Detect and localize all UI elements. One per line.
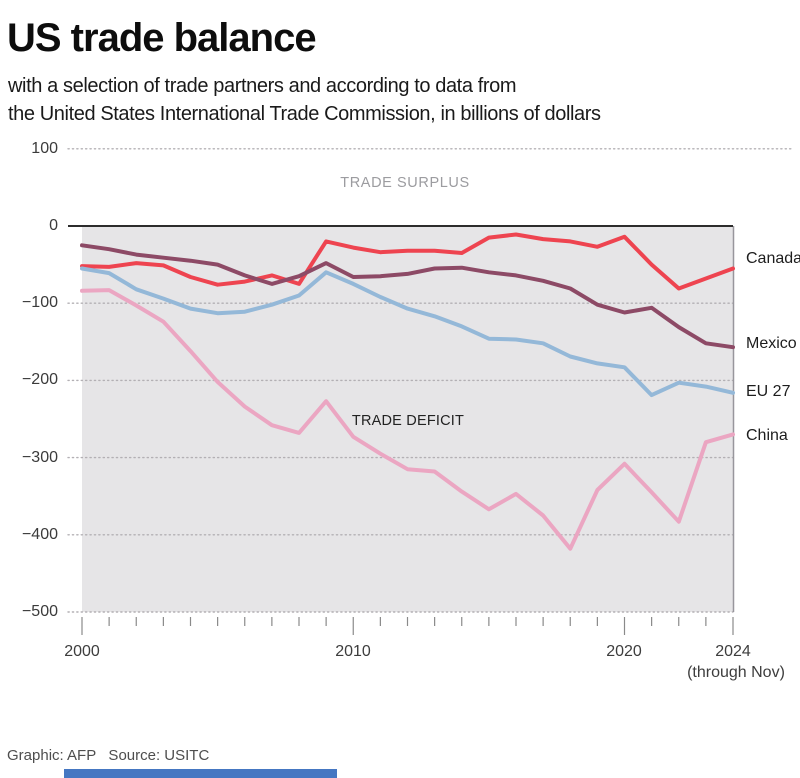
y-axis-label: −500 (21, 603, 58, 620)
series-line-canada (80, 232, 735, 291)
deficit-region (82, 226, 733, 612)
series-label-eu27: EU 27 (746, 383, 791, 400)
series-label-mexico: Mexico (746, 335, 797, 352)
x-axis-label-2000: 2000 (64, 643, 100, 660)
credit-line: Graphic: AFP Source: USITC (7, 747, 210, 764)
x-axis-label-2024: 2024 (715, 643, 751, 660)
series-line-eu27 (80, 266, 735, 398)
y-axis-label: −200 (21, 371, 58, 389)
y-axis-label: 100 (31, 139, 58, 157)
series-line-mexico (80, 243, 735, 350)
trade-surplus-annotation: TRADE SURPLUS (340, 175, 470, 191)
subtitle-line-1: with a selection of trade partners and a… (8, 75, 517, 97)
subtitle-line-2: the United States International Trade Co… (8, 103, 601, 125)
series-label-canada: Canada (746, 250, 800, 267)
series-line-china (80, 288, 735, 551)
y-axis-label: 0 (49, 217, 58, 234)
series-label-china: China (746, 427, 788, 444)
y-axis-label: −100 (21, 294, 58, 312)
chart-subtitle: with a selection of trade partners and a… (8, 72, 601, 128)
progress-bar[interactable] (64, 769, 337, 778)
x-axis-label-2010: 2010 (335, 643, 371, 660)
x-axis-label-2020: 2020 (606, 643, 642, 660)
trade-deficit-annotation: TRADE DEFICIT (351, 413, 465, 429)
y-axis-label: −300 (21, 448, 58, 466)
x-axis-note: (through Nov) (687, 664, 785, 681)
y-axis-label: −400 (21, 525, 58, 543)
page-title: US trade balance (7, 16, 317, 60)
